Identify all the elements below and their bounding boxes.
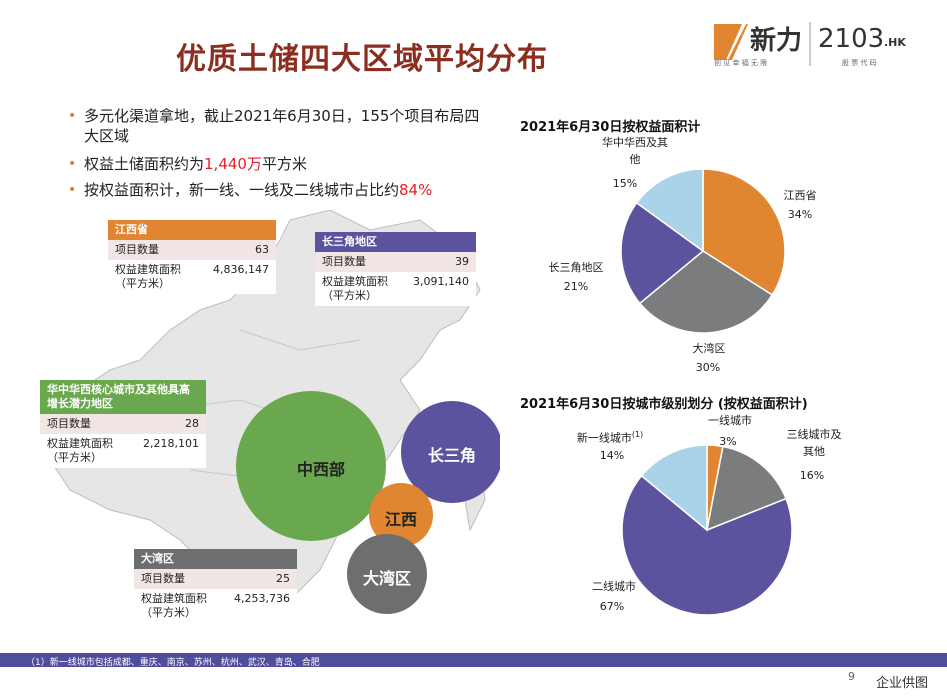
yangtze-box-header: 长三角地区: [315, 232, 476, 252]
central-info-box: 华中华西核心城市及其他具高增长潜力地区 项目数量 28 权益建筑面积 （平方米） 2…: [40, 380, 206, 468]
row-value: 3,091,140: [413, 275, 469, 288]
region-bubbles: [236, 391, 500, 614]
pie1-label-bay: 大湾区: [692, 342, 726, 355]
bullet-2-highlight: 1,440万: [204, 155, 262, 173]
pie2-newtier1-sup: (1): [631, 430, 644, 439]
bay-row-count: 项目数量 25: [134, 569, 297, 589]
bubble-central-label: 中西部: [296, 460, 345, 479]
central-row-area: 权益建筑面积 （平方米） 2,218,101: [40, 434, 206, 468]
row-label: 权益建筑面积 （平方米）: [47, 437, 113, 464]
row-label: 项目数量: [115, 243, 159, 256]
page-number: 9: [848, 670, 855, 683]
logo-brand: 新力: [750, 26, 803, 56]
bay-info-box: 大湾区 项目数量 25 权益建筑面积 （平方米） 4,253,736: [134, 549, 297, 623]
row-value: 28: [185, 417, 199, 430]
row-value: 25: [276, 572, 290, 585]
bullet-dot-icon: •: [68, 182, 77, 198]
yangtze-info-box: 长三角地区 项目数量 39 权益建筑面积 （平方米） 3,091,140: [315, 232, 476, 306]
footer-bar: [0, 653, 947, 667]
row-value: 4,836,147: [213, 263, 269, 276]
row-label: 项目数量: [47, 417, 91, 430]
row-label: 权益建筑面积 （平方米）: [141, 592, 207, 619]
logo-code: 2103: [818, 24, 885, 54]
bubble-bay: [347, 534, 427, 614]
bubble-jiangxi-label: 江西: [384, 510, 417, 529]
pie2-newtier1-text: 新一线城市: [576, 431, 632, 445]
jiangxi-row-count: 项目数量 63: [108, 240, 276, 260]
jiangxi-row-area: 权益建筑面积 （平方米） 4,836,147: [108, 260, 276, 294]
page-title: 优质土储四大区域平均分布: [176, 42, 548, 77]
central-box-header: 华中华西核心城市及其他具高增长潜力地区: [40, 380, 206, 414]
logo-code-sub: 股 票 代 码: [842, 59, 877, 67]
bullet-dot-icon: •: [68, 108, 77, 124]
pie1-title: 2021年6月30日按权益面积计: [520, 120, 701, 135]
bullet-2-suffix: 平方米: [261, 155, 307, 173]
pie2-label-tier3: 三线城市及 其他: [786, 428, 842, 458]
row-label: 权益建筑面积 （平方米）: [322, 275, 388, 302]
bullet-2: • 权益土储面积约为1,440万平方米: [68, 154, 490, 174]
pie1-slice-1: [638, 250, 774, 334]
pie2-pct-tier2: 67%: [599, 600, 625, 613]
pie1-pct-other: 15%: [612, 177, 638, 190]
pie2-slice-1: [706, 445, 788, 532]
pie2-label-tier1: 一线城市: [708, 414, 752, 427]
pie1-label-yangtze: 长三角地区: [548, 261, 604, 274]
central-row-count: 项目数量 28: [40, 414, 206, 434]
logo-mark-icon: [714, 22, 811, 66]
jiangxi-box-header: 江西省: [108, 220, 276, 240]
pie1-label-other: 华中华西及其 他: [602, 136, 668, 166]
pie1-label-jiangxi: 江西省: [783, 189, 817, 202]
footnote: （1）新一线城市包括成都、重庆、南京、苏州、杭州、武汉、青岛、合肥: [26, 658, 320, 668]
pie1-pct-yangtze: 21%: [563, 280, 589, 293]
row-label: 项目数量: [322, 255, 366, 268]
bubble-yangtze: [401, 401, 500, 503]
bullet-1: • 多元化渠道拿地，截止2021年6月30日，155个项目布局四大区域: [68, 106, 480, 146]
bubble-jiangxi: [369, 483, 433, 547]
yangtze-row-count: 项目数量 39: [315, 252, 476, 272]
pie1-pct-jiangxi: 34%: [787, 208, 813, 221]
jiangxi-info-box: 江西省 项目数量 63 权益建筑面积 （平方米） 4,836,147: [108, 220, 276, 294]
pie2-label-tier2: 二线城市: [592, 580, 636, 593]
bullet-3-highlight: 84%: [399, 181, 433, 199]
bullet-dot-icon: •: [68, 156, 77, 172]
bullet-3: • 按权益面积计，新一线、一线及二线城市占比约84%: [68, 180, 490, 200]
bay-row-area: 权益建筑面积 （平方米） 4,253,736: [134, 589, 297, 623]
pie1-slice-3: [635, 168, 704, 253]
bubble-central: [236, 391, 386, 541]
pie2-pct-tier3: 16%: [799, 469, 825, 482]
logo-code-suffix: .HK: [884, 36, 906, 49]
row-value: 63: [255, 243, 269, 256]
company-logo: 新力 创 见 幸 福 无 限 2103 .HK 股 票 代 码: [712, 18, 932, 70]
row-value: 39: [455, 255, 469, 268]
row-value: 2,218,101: [143, 437, 199, 450]
yangtze-row-area: 权益建筑面积 （平方米） 3,091,140: [315, 272, 476, 306]
bubble-bay-label: 大湾区: [362, 569, 411, 588]
pie2-chart: [621, 444, 793, 616]
pie1-chart: [620, 168, 786, 334]
pie2-slice-3: [640, 444, 708, 532]
bullet-1-text: 多元化渠道拿地，截止2021年6月30日，155个项目布局四大区域: [84, 107, 480, 145]
bullet-3-text: 按权益面积计，新一线、一线及二线城市占比约: [84, 181, 400, 199]
row-label: 项目数量: [141, 572, 185, 585]
pie1-pct-bay: 30%: [695, 361, 721, 374]
bullet-2-text: 权益土储面积约为: [84, 155, 205, 173]
pie2-pct-tier1: 3%: [719, 435, 737, 448]
pie2-slice-2: [621, 474, 793, 616]
pie2-title: 2021年6月30日按城市级别划分 (按权益面积计): [520, 397, 808, 412]
pie1-slice-2: [620, 201, 705, 305]
row-value: 4,253,736: [234, 592, 290, 605]
logo-brand-sub: 创 见 幸 福 无 限: [714, 59, 768, 67]
pie2-label-newtier1: 新一线城市(1): [574, 426, 646, 447]
row-label: 权益建筑面积 （平方米）: [115, 263, 181, 290]
bay-box-header: 大湾区: [134, 549, 297, 569]
pie2-pct-newtier1: 14%: [599, 449, 625, 462]
watermark-text: 企业供图: [876, 676, 929, 691]
bubble-yangtze-label: 长三角: [427, 446, 476, 465]
